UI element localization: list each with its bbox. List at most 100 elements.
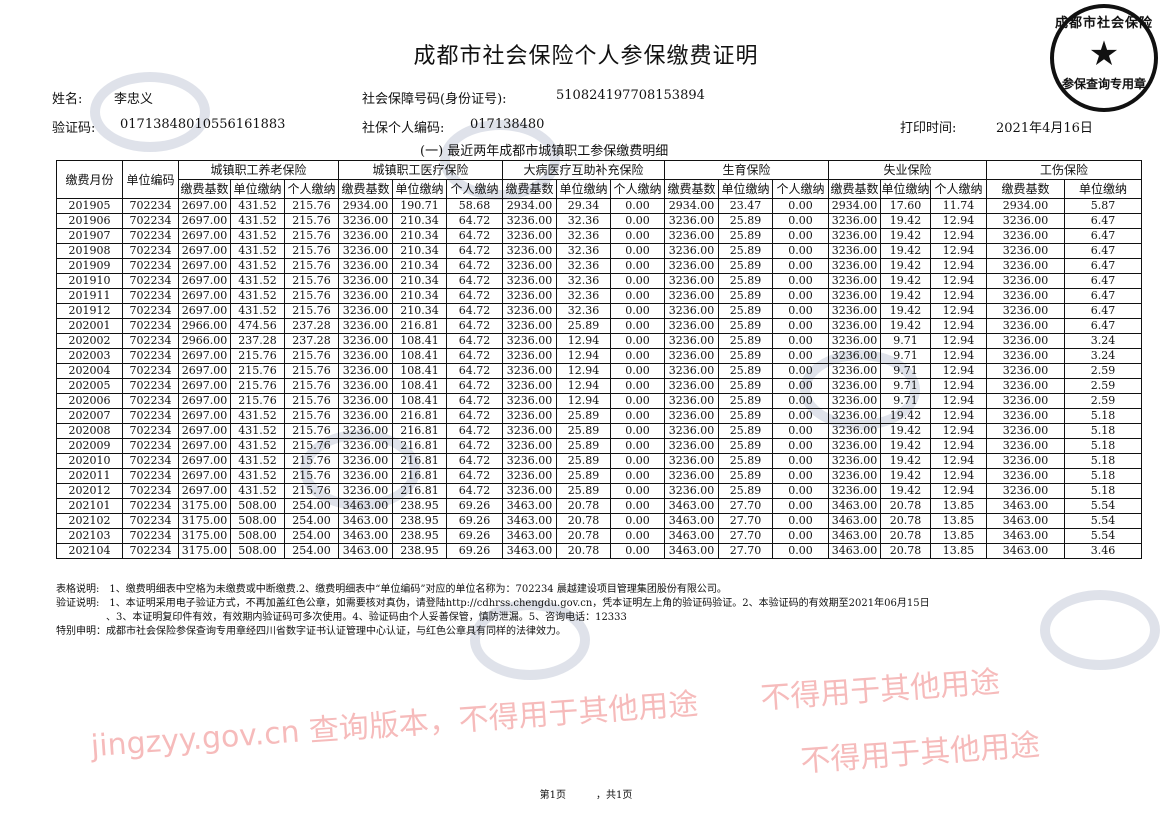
table-cell: 13.85 <box>930 528 987 544</box>
table-cell: 215.76 <box>230 393 285 409</box>
table-cell: 0.00 <box>772 303 829 319</box>
table-cell: 0.00 <box>610 243 665 259</box>
table-cell: 3236.00 <box>338 408 393 424</box>
table-cell: 3236.00 <box>502 483 557 499</box>
table-cell: 12.94 <box>930 483 987 499</box>
notes: 表格说明: 1、缴费明细表中空格为未缴费或中断缴费.2、缴费明细表中“单位编码”… <box>56 583 930 639</box>
table-cell: 64.72 <box>446 318 503 334</box>
table-cell: 5.54 <box>1064 528 1142 544</box>
table-cell: 23.47 <box>718 198 773 214</box>
table-cell: 3236.00 <box>338 483 393 499</box>
table-cell: 3463.00 <box>664 498 719 514</box>
table-cell: 3463.00 <box>664 513 719 529</box>
table-cell: 0.00 <box>610 198 665 214</box>
header-group: 大病医疗互助补充保险 <box>502 160 665 180</box>
table-cell: 2697.00 <box>178 213 231 229</box>
name-value: 李忠义 <box>114 92 154 107</box>
header-group: 生育保险 <box>664 160 829 180</box>
table-cell: 215.76 <box>284 468 339 484</box>
table-cell: 3175.00 <box>178 528 231 544</box>
table-cell: 19.42 <box>880 453 931 469</box>
table-cell: 3236.00 <box>664 348 719 364</box>
table-cell: 12.94 <box>930 393 987 409</box>
table-cell: 3236.00 <box>986 213 1065 229</box>
header-sub: 单位缴纳 <box>718 179 773 199</box>
table-cell: 3236.00 <box>828 393 881 409</box>
table-cell: 6.47 <box>1064 288 1142 304</box>
table-cell: 3463.00 <box>502 498 557 514</box>
table-cell: 210.34 <box>392 258 447 274</box>
table-cell: 3236.00 <box>502 333 557 349</box>
table-row: 202011 702234 2697.00 431.52 215.76 3236.00 21… <box>56 468 1142 484</box>
table-cell: 702234 <box>122 273 179 289</box>
table-cell: 12.94 <box>556 363 611 379</box>
table-cell: 13.85 <box>930 498 987 514</box>
table-cell: 3463.00 <box>338 543 393 559</box>
table-cell: 12.94 <box>930 273 987 289</box>
table-cell: 201909 <box>56 258 123 274</box>
table-cell: 2.59 <box>1064 378 1142 394</box>
table-cell: 0.00 <box>610 408 665 424</box>
table-cell: 19.42 <box>880 273 931 289</box>
table-cell: 508.00 <box>230 498 285 514</box>
table-cell: 431.52 <box>230 483 285 499</box>
table-cell: 3236.00 <box>502 468 557 484</box>
table-cell: 3236.00 <box>338 438 393 454</box>
table-cell: 25.89 <box>718 393 773 409</box>
table-cell: 3236.00 <box>338 423 393 439</box>
table-cell: 3463.00 <box>502 528 557 544</box>
table-cell: 702234 <box>122 348 179 364</box>
table-cell: 12.94 <box>930 408 987 424</box>
table-cell: 3236.00 <box>986 468 1065 484</box>
table-cell: 3236.00 <box>502 438 557 454</box>
table-cell: 11.74 <box>930 198 987 214</box>
table-cell: 2697.00 <box>178 423 231 439</box>
table-cell: 431.52 <box>230 213 285 229</box>
table-row: 201905 702234 2697.00 431.52 215.76 2934.00 19… <box>56 198 1142 214</box>
table-cell: 237.28 <box>284 333 339 349</box>
table-cell: 202009 <box>56 438 123 454</box>
table-cell: 6.47 <box>1064 243 1142 259</box>
table-cell: 201908 <box>56 243 123 259</box>
table-cell: 3.46 <box>1064 543 1142 559</box>
table-cell: 702234 <box>122 393 179 409</box>
table-cell: 3236.00 <box>502 288 557 304</box>
table-cell: 2934.00 <box>986 198 1065 214</box>
table-cell: 25.89 <box>718 348 773 364</box>
table-cell: 3236.00 <box>986 228 1065 244</box>
table-row: 201910 702234 2697.00 431.52 215.76 3236.00 21… <box>56 273 1142 289</box>
table-cell: 0.00 <box>772 543 829 559</box>
table-cell: 3236.00 <box>338 348 393 364</box>
table-cell: 19.42 <box>880 213 931 229</box>
table-cell: 2934.00 <box>664 198 719 214</box>
table-cell: 3236.00 <box>828 273 881 289</box>
table-cell: 2697.00 <box>178 468 231 484</box>
table-cell: 6.47 <box>1064 318 1142 334</box>
table-cell: 2966.00 <box>178 318 231 334</box>
table-cell: 215.76 <box>284 483 339 499</box>
table-cell: 25.89 <box>718 453 773 469</box>
header-month: 缴费月份 <box>56 160 123 199</box>
print-time-value: 2021年4月16日 <box>996 121 1093 136</box>
table-cell: 64.72 <box>446 468 503 484</box>
table-cell: 20.78 <box>880 543 931 559</box>
table-cell: 202101 <box>56 498 123 514</box>
table-cell: 3236.00 <box>502 303 557 319</box>
table-cell: 25.89 <box>718 303 773 319</box>
table-cell: 215.76 <box>284 213 339 229</box>
table-cell: 27.70 <box>718 513 773 529</box>
table-cell: 3175.00 <box>178 543 231 559</box>
table-cell: 3236.00 <box>986 438 1065 454</box>
table-cell: 12.94 <box>930 213 987 229</box>
table-cell: 20.78 <box>556 498 611 514</box>
table-cell: 3236.00 <box>502 213 557 229</box>
table-cell: 3236.00 <box>502 348 557 364</box>
table-cell: 3236.00 <box>828 453 881 469</box>
table-cell: 431.52 <box>230 288 285 304</box>
table-cell: 0.00 <box>610 258 665 274</box>
table-cell: 0.00 <box>610 213 665 229</box>
table-cell: 3236.00 <box>502 243 557 259</box>
table-cell: 6.47 <box>1064 213 1142 229</box>
table-cell: 3236.00 <box>338 333 393 349</box>
